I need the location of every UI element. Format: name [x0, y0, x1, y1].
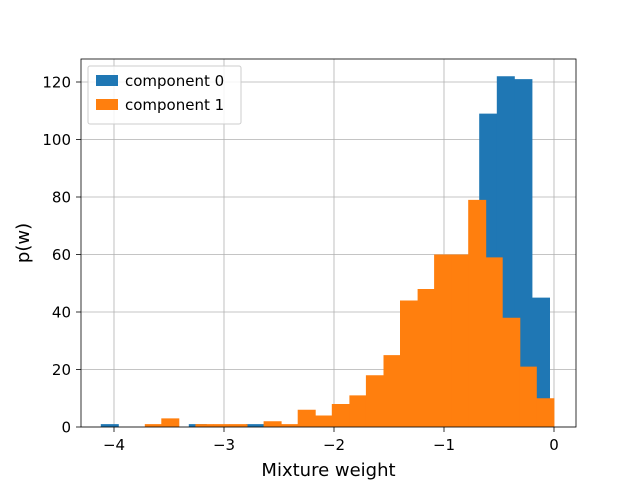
- legend-label-component-0: component 0: [125, 72, 224, 90]
- y-tick-label: 100: [42, 131, 71, 149]
- x-tick-label: −4: [103, 436, 125, 454]
- histogram-bar-component-1: [229, 424, 248, 427]
- histogram-bar-component-1: [434, 254, 453, 427]
- x-tick-label: −3: [213, 436, 235, 454]
- histogram-bar-component-1: [400, 300, 418, 427]
- legend-label-component-1: component 1: [125, 96, 224, 114]
- legend: component 0 component 1: [87, 65, 242, 125]
- histogram-bar-component-0: [100, 424, 119, 427]
- histogram-bar-component-1: [365, 375, 384, 427]
- histogram-bar-component-1: [451, 254, 469, 427]
- y-tick-label: 60: [52, 246, 71, 264]
- legend-swatch-component-0: [96, 75, 118, 86]
- x-axis-ticks: −4 −3 −2 −1 0: [103, 427, 559, 454]
- histogram-bar-component-1: [468, 199, 487, 427]
- x-tick-label: −1: [433, 436, 455, 454]
- histogram-bar-component-1: [383, 355, 401, 427]
- y-tick-label: 120: [42, 74, 71, 92]
- histogram-bar-component-1: [213, 424, 230, 427]
- y-axis-label: p(w): [13, 223, 34, 263]
- histogram-bar-component-1: [331, 404, 350, 427]
- histogram-bar-component-1: [519, 366, 537, 427]
- x-axis-label: Mixture weight: [261, 460, 395, 480]
- histogram-bar-component-1: [297, 409, 316, 427]
- legend-swatch-component-1: [96, 99, 118, 110]
- histogram-bar-component-1: [281, 424, 299, 427]
- y-tick-label: 80: [52, 189, 71, 207]
- y-tick-label: 20: [52, 361, 71, 379]
- histogram-bar-component-1: [349, 395, 367, 427]
- histogram-bar-component-1: [263, 421, 282, 427]
- y-tick-label: 40: [52, 304, 71, 322]
- histogram-bar-component-1: [315, 415, 333, 427]
- histogram-bars: [100, 76, 555, 427]
- x-tick-label: 0: [549, 436, 559, 454]
- y-tick-label: 0: [61, 419, 71, 437]
- legend-box: [87, 65, 242, 125]
- x-tick-label: −2: [323, 436, 345, 454]
- histogram-bar-component-1: [536, 398, 555, 427]
- histogram-bar-component-1: [144, 424, 162, 427]
- histogram-bar-component-1: [417, 289, 435, 427]
- histogram-bar-component-1: [502, 317, 521, 427]
- y-axis-ticks: 0 20 40 60 80 100 120: [42, 74, 81, 437]
- histogram-bar-component-1: [195, 424, 214, 427]
- histogram-bar-component-1: [485, 257, 503, 427]
- histogram-bar-component-1: [161, 418, 180, 427]
- plot-frame: [80, 58, 577, 428]
- histogram-bar-component-0: [246, 424, 264, 427]
